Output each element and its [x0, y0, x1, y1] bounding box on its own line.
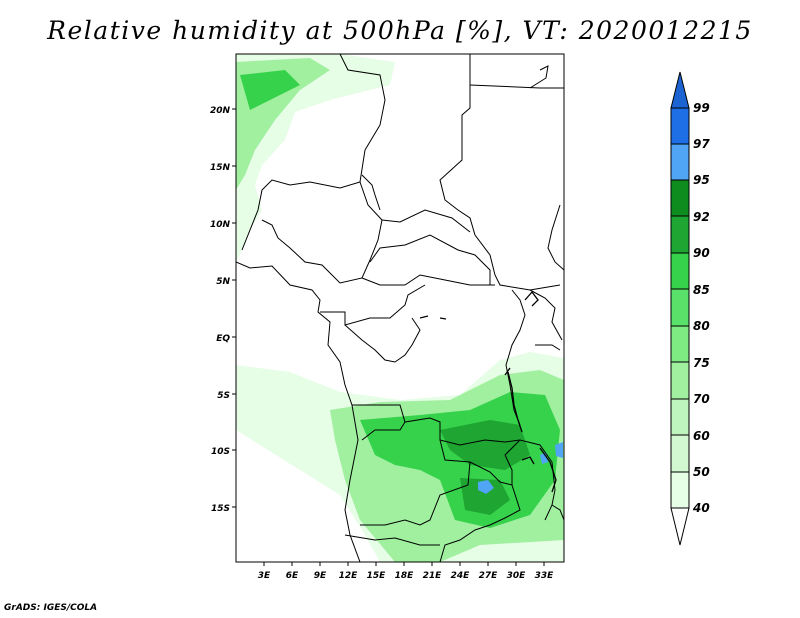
- chart-title: Relative humidity at 500hPa [%], VT: 202…: [47, 16, 753, 45]
- lon-label-27e: 27E: [479, 571, 499, 581]
- colorbar-label-85: 85: [693, 283, 710, 297]
- lon-label-15e: 15E: [367, 571, 387, 581]
- colorbar-segment-70: [670, 398, 690, 436]
- colorbar-label-97: 97: [693, 137, 710, 151]
- colorbar-segment-85: [670, 288, 690, 327]
- colorbar-label-92: 92: [693, 210, 710, 224]
- humidity-area-saturated-3: [555, 442, 563, 458]
- colorbar-label-80: 80: [693, 319, 710, 333]
- lon-label-33e: 33E: [535, 571, 555, 581]
- map-frame: [235, 53, 565, 563]
- lat-label-15n: 15N: [210, 163, 231, 173]
- country-borders: [236, 54, 564, 562]
- lat-label-10s: 10S: [211, 447, 230, 457]
- colorbar-label-70: 70: [693, 392, 710, 406]
- colorbar-segment-97: [670, 143, 690, 181]
- colorbar-segment-75: [670, 361, 690, 400]
- colorbar-segment-50: [670, 471, 690, 509]
- colorbar-label-99: 99: [693, 101, 710, 115]
- colorbar-segment-80: [670, 325, 690, 363]
- colorbar: [670, 71, 690, 546]
- lat-label-eq: EQ: [216, 334, 230, 344]
- lon-label-30e: 30E: [507, 571, 527, 581]
- credit-text: GrADS: IGES/COLA: [4, 603, 98, 613]
- lon-label-3e: 3E: [258, 571, 271, 581]
- colorbar-segment-90: [670, 252, 690, 290]
- colorbar-label-40: 40: [692, 501, 710, 515]
- colorbar-bottom-arrow: [670, 507, 690, 546]
- colorbar-label-75: 75: [693, 356, 710, 370]
- colorbar-segment-95: [670, 179, 690, 217]
- colorbar-segment-99: [670, 107, 690, 145]
- colorbar-label-90: 90: [693, 246, 710, 260]
- colorbar-label-60: 60: [693, 429, 710, 443]
- lat-label-10n: 10N: [210, 220, 231, 230]
- colorbar-segment-92: [670, 215, 690, 254]
- humidity-shading: [236, 54, 564, 562]
- colorbar-label-95: 95: [693, 173, 710, 187]
- lon-label-24e: 24E: [451, 571, 471, 581]
- lat-label-20n: 20N: [210, 106, 231, 116]
- lakes: [419, 290, 557, 493]
- lat-label-15s: 15S: [211, 504, 230, 514]
- lon-label-21e: 21E: [423, 571, 443, 581]
- humidity-area-south-dark-2: [460, 478, 510, 515]
- humidity-area-south-dark: [440, 420, 530, 470]
- humidity-area-saturated-2: [540, 452, 548, 464]
- lat-label-5s: 5S: [217, 391, 230, 401]
- colorbar-segment-60: [670, 434, 690, 473]
- humidity-area-northwest-core: [240, 70, 300, 110]
- lon-label-18e: 18E: [395, 571, 415, 581]
- humidity-area-saturated-1: [478, 480, 494, 494]
- longitude-axis: [263, 562, 545, 566]
- lon-label-12e: 12E: [339, 571, 359, 581]
- colorbar-label-50: 50: [693, 465, 710, 479]
- latitude-axis: [232, 108, 236, 508]
- lat-label-5n: 5N: [216, 277, 230, 287]
- colorbar-top-arrow: [670, 71, 690, 109]
- lon-label-6e: 6E: [286, 571, 299, 581]
- lon-label-9e: 9E: [314, 571, 327, 581]
